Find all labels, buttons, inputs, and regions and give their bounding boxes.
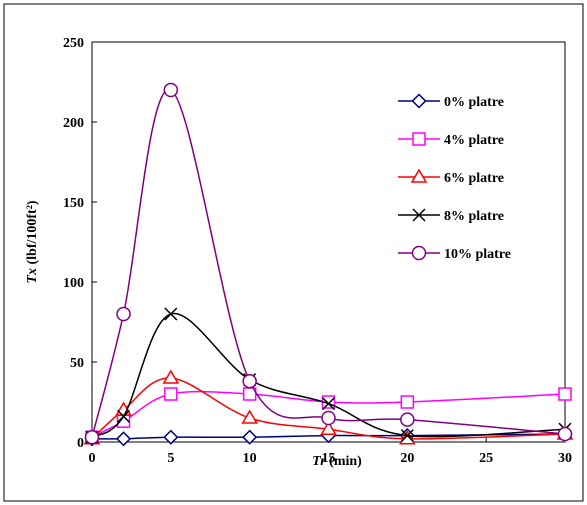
axes: 0 5 10 15 20 25 30 0 50 100 150 200 250 bbox=[63, 36, 572, 466]
x-tick-label: 10 bbox=[243, 451, 257, 466]
legend-marker-shape bbox=[411, 245, 427, 261]
data-point-stroke-b bbox=[321, 397, 336, 411]
y-axis-label: Tx (lbf/100ft²) bbox=[25, 200, 40, 283]
data-point-shape bbox=[84, 429, 100, 445]
legend-marker bbox=[410, 168, 428, 183]
data-point bbox=[400, 395, 415, 409]
legend-label: 6% platre bbox=[444, 171, 504, 186]
legend-marker-shape bbox=[411, 93, 427, 109]
legend-label: 0% platre bbox=[444, 95, 504, 110]
data-point bbox=[321, 397, 336, 411]
x-tick-label: 30 bbox=[558, 451, 572, 466]
series-layer bbox=[83, 82, 574, 447]
legend-item: 8% platre bbox=[398, 208, 504, 224]
data-point bbox=[164, 387, 178, 401]
data-point-shape bbox=[242, 429, 258, 445]
legend-marker-shape bbox=[412, 132, 426, 146]
legend-label: 4% platre bbox=[444, 133, 504, 148]
data-point-stroke-b bbox=[400, 429, 414, 443]
data-point-shape bbox=[163, 82, 179, 98]
legend: 0% platre 4% platre 6% platre 8% platre 10% … bbox=[398, 93, 511, 262]
y-tick-label: 200 bbox=[63, 116, 84, 131]
data-point-shape bbox=[400, 412, 415, 427]
x-axis-variable: Tr bbox=[312, 454, 326, 469]
legend-item: 10% platre bbox=[398, 245, 511, 262]
legend-label: 10% platre bbox=[444, 247, 511, 262]
data-point-shape bbox=[399, 430, 416, 445]
data-point-shape bbox=[163, 429, 179, 445]
x-axis-unit: (min) bbox=[326, 454, 363, 469]
data-point-shape bbox=[115, 431, 132, 447]
legend-marker bbox=[412, 208, 426, 222]
legend-item: 6% platre bbox=[398, 168, 504, 186]
legend-marker bbox=[412, 132, 426, 146]
data-point bbox=[115, 431, 132, 447]
data-point bbox=[163, 429, 179, 445]
data-point-shape bbox=[557, 426, 573, 442]
data-point-shape bbox=[558, 387, 572, 401]
y-tick-label: 0 bbox=[77, 436, 84, 451]
data-point bbox=[400, 429, 414, 443]
legend-label: 8% platre bbox=[444, 209, 504, 224]
data-point bbox=[242, 429, 258, 445]
legend-marker-stroke-b bbox=[412, 208, 426, 222]
series-4 bbox=[84, 82, 573, 445]
data-point-stroke-b bbox=[164, 307, 178, 321]
x-axis-label: Tr (min) bbox=[312, 454, 362, 469]
data-point bbox=[241, 409, 258, 424]
y-tick-label: 100 bbox=[63, 276, 84, 291]
data-point bbox=[399, 430, 416, 445]
x-tick-label: 0 bbox=[89, 451, 96, 466]
legend-item: 0% platre bbox=[398, 93, 504, 110]
data-point-shape bbox=[400, 395, 415, 409]
data-point-shape bbox=[241, 409, 258, 424]
legend-marker bbox=[411, 93, 427, 109]
data-point-shape bbox=[116, 306, 131, 322]
y-axis-variable: Tx bbox=[25, 268, 40, 284]
data-point-stroke-b bbox=[117, 409, 131, 423]
x-tick-label: 20 bbox=[400, 451, 414, 466]
data-point-shape bbox=[162, 369, 180, 384]
data-point bbox=[116, 306, 131, 322]
data-point bbox=[557, 426, 573, 442]
data-point-shape bbox=[321, 410, 336, 426]
data-point-shape bbox=[242, 373, 257, 389]
x-tick-label: 5 bbox=[167, 451, 174, 466]
x-tick-label: 15 bbox=[322, 451, 336, 466]
y-tick-label: 250 bbox=[63, 36, 84, 51]
data-point bbox=[164, 307, 178, 321]
legend-marker-shape bbox=[410, 168, 428, 183]
legend-marker bbox=[411, 245, 427, 261]
x-tick-label: 25 bbox=[479, 451, 493, 466]
data-point-shape bbox=[164, 387, 178, 401]
data-point bbox=[321, 410, 336, 426]
data-point-shape bbox=[320, 420, 337, 435]
data-point bbox=[117, 409, 131, 423]
legend-item: 4% platre bbox=[398, 132, 504, 148]
y-axis-unit: (lbf/100ft²) bbox=[25, 200, 40, 268]
y-tick-label: 150 bbox=[63, 196, 84, 211]
data-point bbox=[320, 420, 337, 435]
data-point bbox=[84, 429, 100, 445]
y-tick-label: 50 bbox=[70, 356, 84, 371]
data-point bbox=[162, 369, 180, 384]
data-point bbox=[558, 387, 572, 401]
data-point bbox=[242, 373, 257, 389]
data-point bbox=[400, 412, 415, 427]
data-point bbox=[163, 82, 179, 98]
